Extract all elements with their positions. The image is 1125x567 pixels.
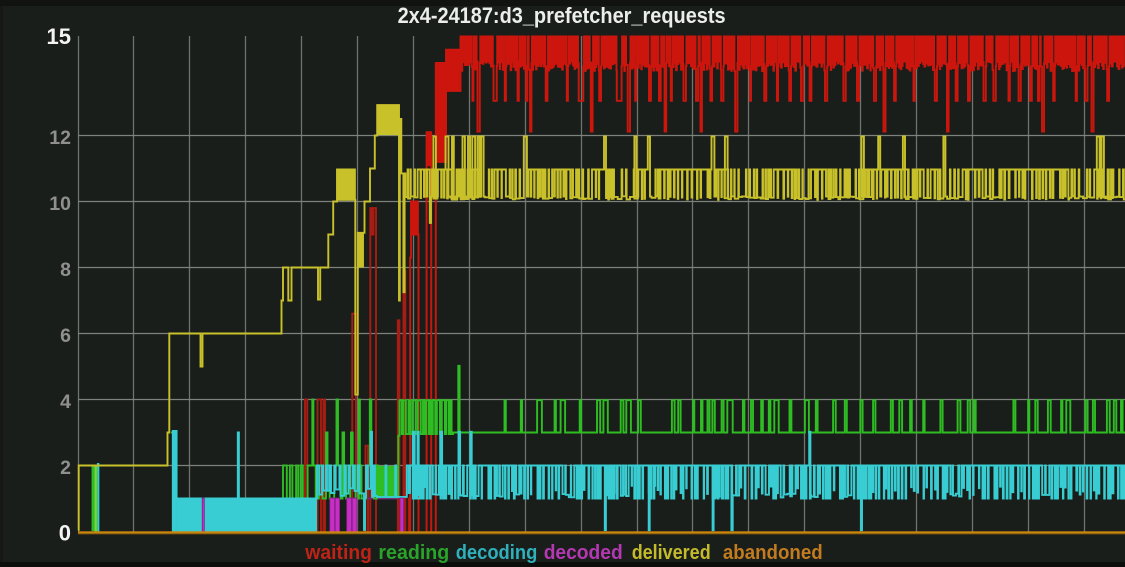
svg-text:reading: reading [378, 541, 449, 564]
svg-text:8: 8 [60, 259, 71, 281]
svg-text:waiting: waiting [304, 541, 372, 564]
svg-text:0: 0 [59, 521, 71, 546]
svg-text:abandoned: abandoned [723, 541, 823, 564]
svg-text:12: 12 [49, 127, 71, 149]
svg-text:decoded: decoded [544, 541, 623, 564]
svg-text:decoding: decoding [456, 541, 538, 564]
svg-text:6: 6 [60, 325, 71, 347]
svg-text:delivered: delivered [632, 541, 711, 564]
svg-text:2: 2 [60, 457, 71, 479]
svg-text:4: 4 [60, 391, 71, 413]
svg-text:2x4-24187:d3_prefetcher_reques: 2x4-24187:d3_prefetcher_requests [398, 3, 726, 28]
svg-text:10: 10 [49, 193, 71, 215]
svg-text:15: 15 [47, 24, 71, 49]
